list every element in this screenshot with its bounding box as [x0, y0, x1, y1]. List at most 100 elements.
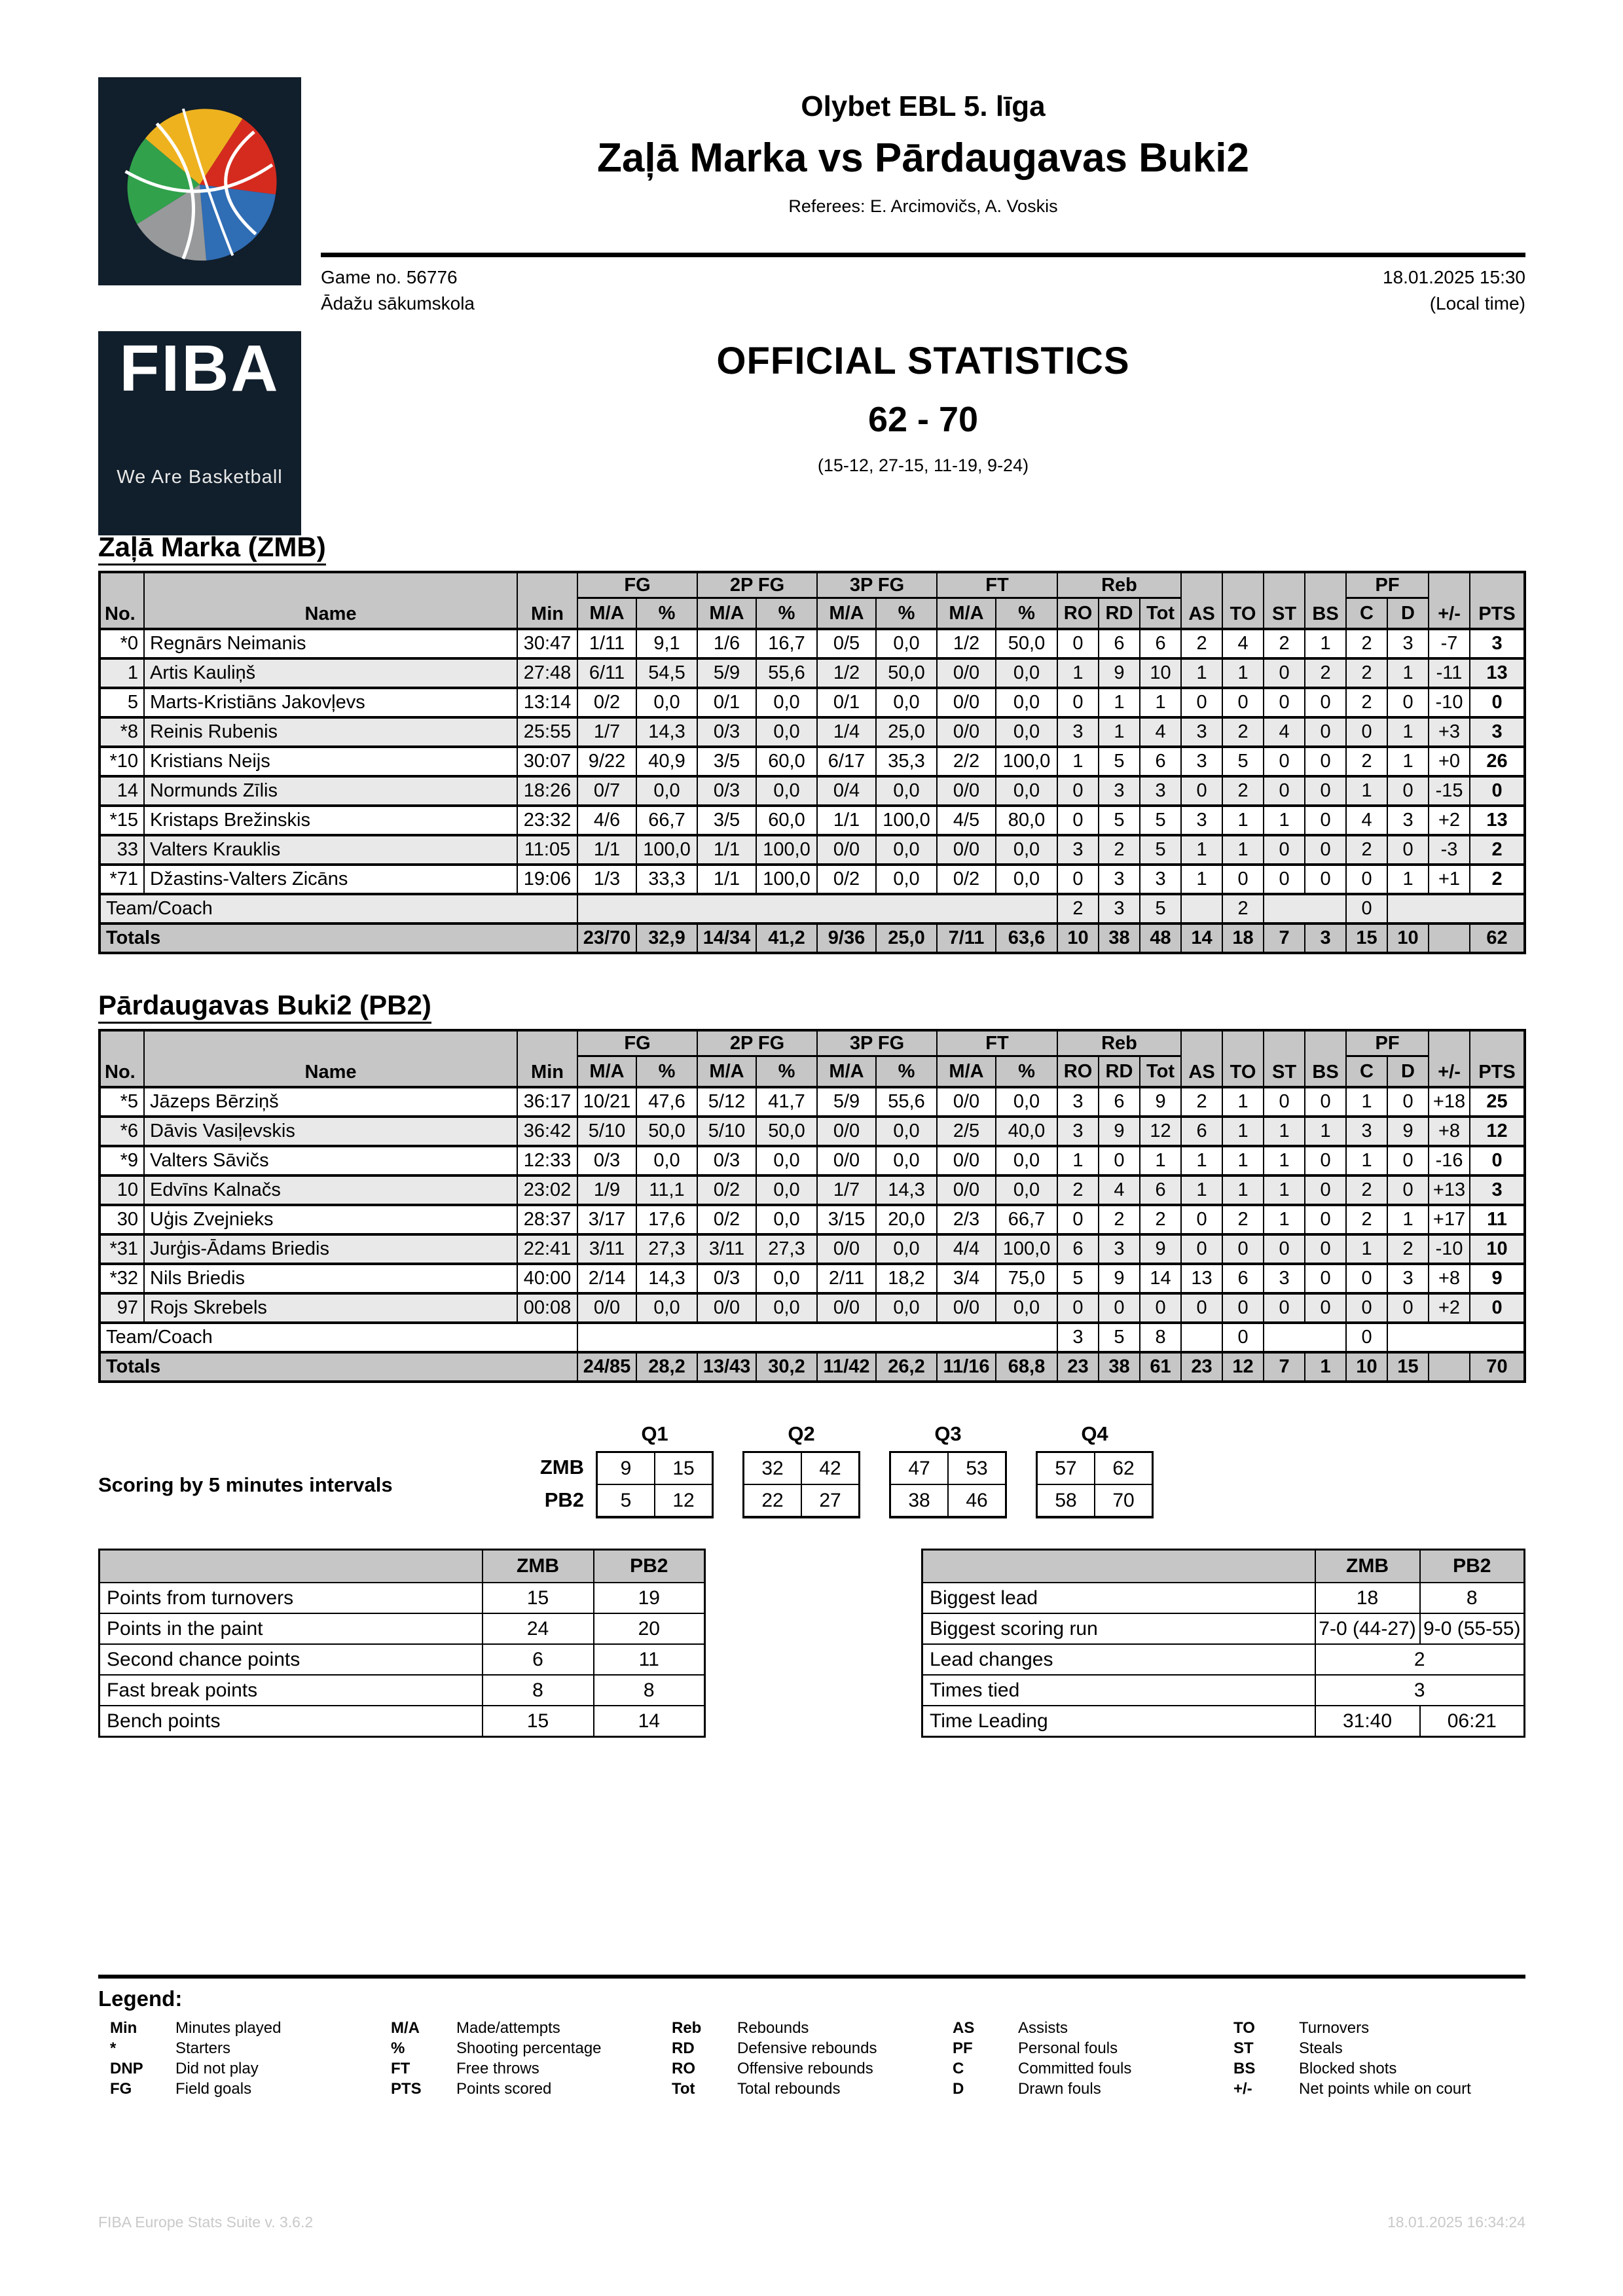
stat-label: Second chance points — [98, 1643, 483, 1676]
legend-term: D — [953, 2080, 964, 2098]
cell-pts: 0 — [1469, 1145, 1526, 1177]
cell-3p-ma: 6/17 — [816, 745, 877, 778]
cell-3p-ma: 0/2 — [816, 863, 877, 895]
cell-2p-ma: 0/0 — [697, 1292, 757, 1324]
cell-as: 1 — [1180, 1174, 1224, 1206]
cell-rd: 9 — [1098, 657, 1140, 689]
cell-c: 0 — [1345, 1263, 1389, 1295]
cell-2p-ma: 3/5 — [697, 745, 757, 778]
cell-min: 25:55 — [517, 716, 578, 748]
cell-no: *31 — [99, 1233, 145, 1265]
cell-d: 15 — [1387, 1351, 1430, 1383]
cell-player-name: Kristians Neijs — [143, 745, 518, 778]
cell-to: 18 — [1222, 922, 1265, 954]
cell-min: 13:14 — [517, 687, 578, 719]
cell-rd: 2 — [1098, 834, 1140, 866]
col-header-2p-ma: M/A — [697, 1055, 757, 1088]
cell-plusminus: +2 — [1428, 804, 1471, 836]
legend-item: Min Minutes played — [110, 2018, 391, 2038]
cell-fg-pct: 40,9 — [636, 745, 698, 778]
cell-3p-ma: 1/4 — [816, 716, 877, 748]
misc-stat-row: Biggest lead 18 8 — [921, 1582, 1525, 1614]
cell-ro: 1 — [1057, 1145, 1099, 1177]
cell-pts: 3 — [1469, 716, 1526, 748]
stat-label: Points from turnovers — [98, 1582, 483, 1614]
cell-ft-pct: 40,0 — [995, 1115, 1058, 1147]
cell-player-name: Dāvis Vasiļevskis — [143, 1115, 518, 1147]
cell-min: 30:07 — [517, 745, 578, 778]
cell-no: 14 — [99, 775, 145, 807]
player-row: 14 Normunds Zīlis 18:26 0/7 0,0 0/3 0,0 … — [99, 775, 1526, 807]
cell-tot: 3 — [1139, 863, 1182, 895]
cell-as: 14 — [1180, 922, 1224, 954]
team2-title: Pārdaugavas Buki2 (PB2) — [98, 990, 1525, 1024]
legend-definition: Minutes played — [175, 2019, 282, 2037]
cell-player-name: Džastins-Valters Zicāns — [143, 863, 518, 895]
col-header-to: TO — [1222, 571, 1265, 630]
legend-title: Legend: — [98, 1986, 183, 2011]
cell-ro: 10 — [1057, 922, 1099, 954]
scoring-intervals-section: Scoring by 5 minutes intervals ZMB PB2 Q… — [98, 1421, 1525, 1518]
cell-rd: 5 — [1098, 804, 1140, 836]
cell-ft-ma: 0/0 — [936, 1292, 996, 1324]
col-header-c: C — [1345, 1055, 1389, 1088]
group-header-fg: FG — [577, 571, 698, 599]
cell-to: 1 — [1222, 657, 1265, 689]
cell-ro: 1 — [1057, 657, 1099, 689]
cell-fg-ma: 10/21 — [577, 1086, 637, 1118]
game-flow-table: ZMB PB2 Biggest lead 18 8 Biggest scorin… — [921, 1549, 1525, 1738]
team1-title: Zaļā Marka (ZMB) — [98, 531, 1525, 565]
team-coach-label: Team/Coach — [99, 1321, 578, 1354]
cell-st: 0 — [1263, 687, 1306, 719]
cell-plusminus: -3 — [1428, 834, 1471, 866]
cell-tot: 1 — [1139, 1145, 1182, 1177]
cell-st: 0 — [1263, 745, 1306, 778]
cell-no: 5 — [99, 687, 145, 719]
cell-as: 0 — [1180, 1233, 1224, 1265]
cell-ro: 1 — [1057, 745, 1099, 778]
col-header-fg-pct: % — [636, 1055, 698, 1088]
col-header-fg-pct: % — [636, 597, 698, 630]
cell-ft-ma: 2/3 — [936, 1204, 996, 1236]
legend-definition: Did not play — [175, 2060, 259, 2077]
quarter-q1-block: Q1 9 15 5 12 — [596, 1421, 714, 1518]
cell-bs: 1 — [1304, 628, 1347, 660]
cell-ft-ma: 4/5 — [936, 804, 996, 836]
cell-fg-ma: 5/10 — [577, 1115, 637, 1147]
cell-3p-ma: 0/0 — [816, 1233, 877, 1265]
stat-label: Biggest lead — [921, 1582, 1316, 1614]
cell-st: 7 — [1263, 922, 1306, 954]
cell-ro: 0 — [1057, 863, 1099, 895]
cell-st: 3 — [1263, 1263, 1306, 1295]
team-coach-row: Team/Coach 2 3 5 2 0 — [99, 893, 1526, 925]
cell-ro: 3 — [1057, 1086, 1099, 1118]
cell-d: 10 — [1387, 922, 1430, 954]
legend-term: PTS — [391, 2080, 422, 2098]
col-header-tot: Tot — [1139, 1055, 1182, 1088]
cell-rd: 38 — [1098, 1351, 1140, 1383]
cell-ft-ma: 0/0 — [936, 1174, 996, 1206]
cell-3p-ma: 1/1 — [816, 804, 877, 836]
col-header-ft-ma: M/A — [936, 597, 996, 630]
cell-fg-pct: 100,0 — [636, 834, 698, 866]
legend-term: DNP — [110, 2060, 143, 2077]
cell-2p-ma: 0/2 — [697, 1204, 757, 1236]
cell-bs: 1 — [1304, 1351, 1347, 1383]
group-header-3pfg: 3P FG — [816, 571, 938, 599]
cell-tot: 8 — [1139, 1321, 1182, 1354]
cell-fg-ma: 2/14 — [577, 1263, 637, 1295]
stat-value-zmb: 6 — [481, 1643, 594, 1676]
cell-ft-pct: 0,0 — [995, 1145, 1058, 1177]
col-header-rd: RD — [1098, 597, 1140, 630]
cell-2p-pct: 41,7 — [756, 1086, 818, 1118]
player-row: *71 Džastins-Valters Zicāns 19:06 1/3 33… — [99, 863, 1526, 895]
cell-rd: 6 — [1098, 1086, 1140, 1118]
col-header-as: AS — [1180, 571, 1224, 630]
legend-definition: Defensive rebounds — [737, 2039, 877, 2057]
cell-as: 2 — [1180, 1086, 1224, 1118]
cell-d: 0 — [1387, 1292, 1430, 1324]
col-header-ft-pct: % — [995, 1055, 1058, 1088]
cell-ft-pct: 0,0 — [995, 687, 1058, 719]
cell-fg-ma: 1/11 — [577, 628, 637, 660]
blank-header — [921, 1549, 1316, 1583]
